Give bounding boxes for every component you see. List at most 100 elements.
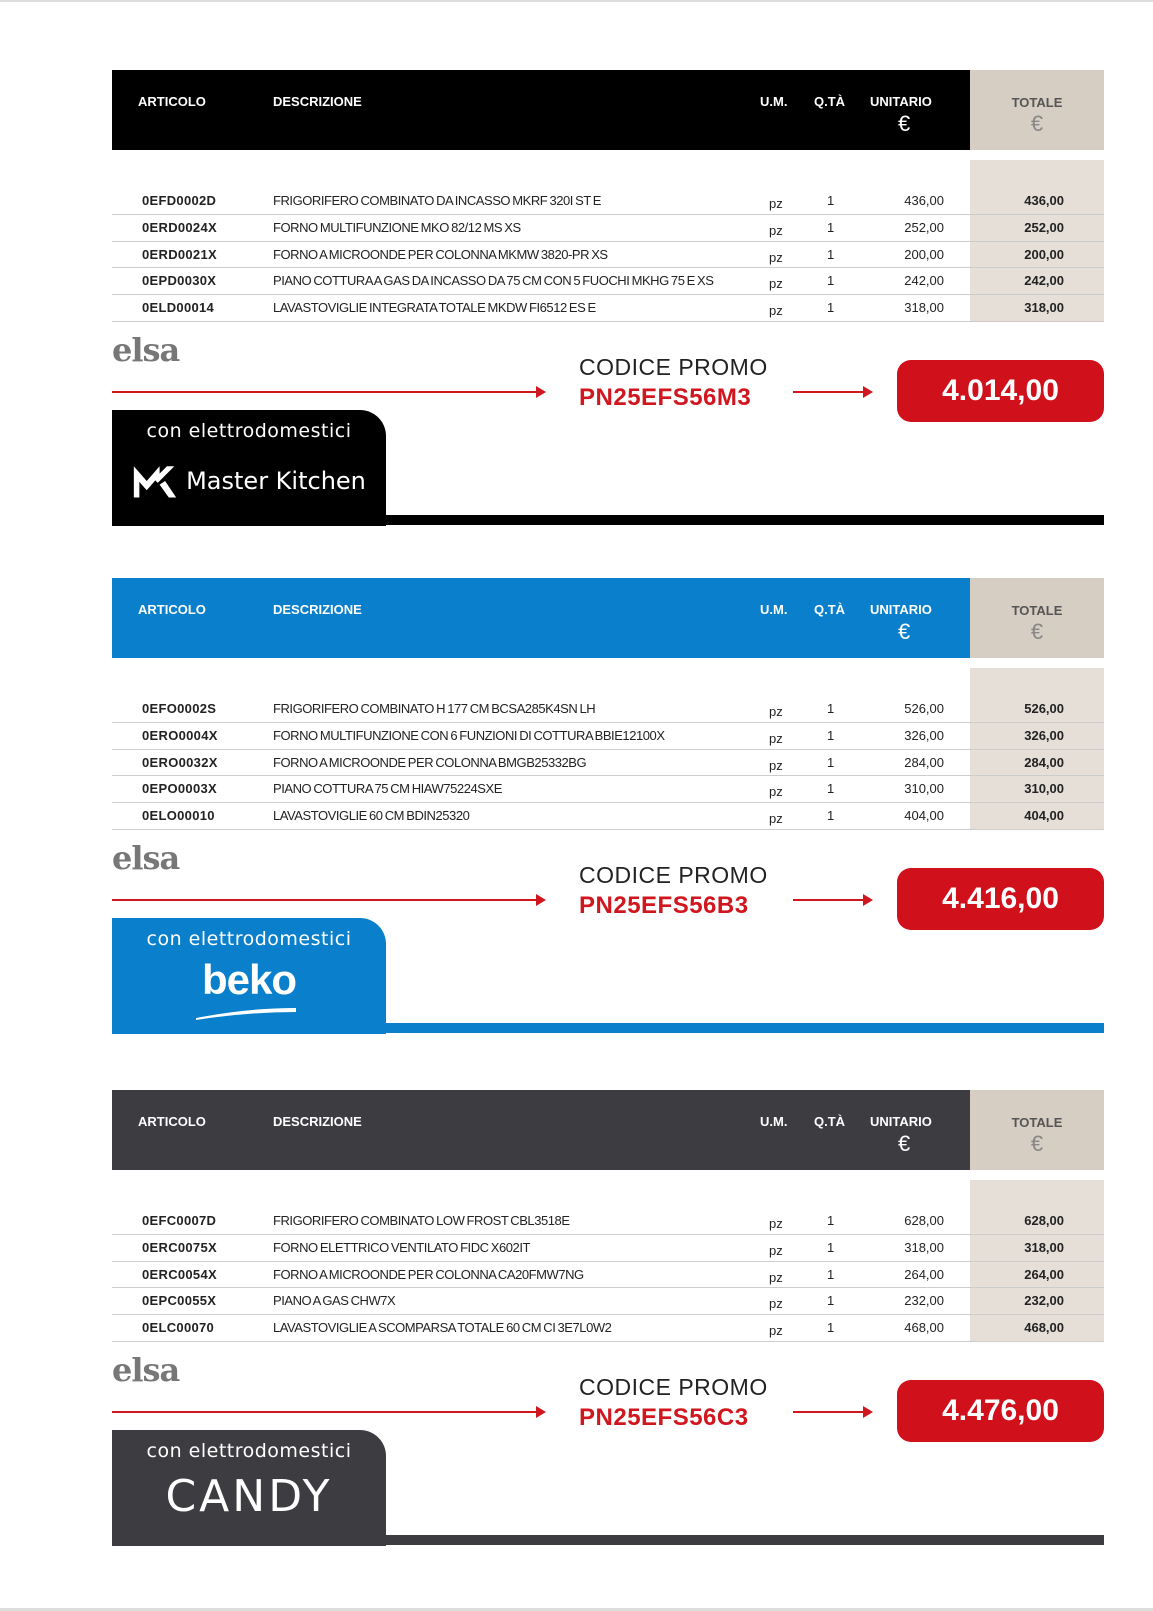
unit-price: 310,00 [904,781,944,797]
description: FORNO A MICROONDE PER COLONNA BMGB25332B… [273,754,587,770]
unit-measure: pz [769,196,783,211]
bottom-border [0,1608,1153,1611]
brand-logo: beko [112,956,386,1020]
row-total: 468,00 [1024,1320,1064,1336]
table-header: ARTICOLO DESCRIZIONE U.M. Q.TÀ UNITARIO … [112,1090,970,1170]
description: PIANO A GAS CHW7X [273,1293,396,1309]
brand-tab: con elettrodomestici beko [112,918,386,1034]
euro-icon: € [898,111,911,136]
unit-price: 468,00 [904,1320,944,1336]
col-qta: Q.TÀ [814,602,846,617]
article-code: 0ERD0021X [142,246,217,262]
unit-price: 628,00 [904,1213,944,1228]
unit-measure: pz [769,1269,783,1285]
row-total: 232,00 [1024,1293,1064,1309]
promo-section: ARTICOLO DESCRIZIONE U.M. Q.TÀ UNITARIO … [112,578,1104,1034]
table-row: 0ELD00014 LAVASTOVIGLIE INTEGRATA TOTALE… [112,295,1104,322]
with-appliances-label: con elettrodomestici [146,928,352,950]
promo-section: ARTICOLO DESCRIZIONE U.M. Q.TÀ UNITARIO … [112,70,1104,526]
description: FRIGORIFERO COMBINATO H 177 CM BCSA285K4… [273,701,596,716]
description: FRIGORIFERO COMBINATO DA INCASSO MKRF 32… [273,193,601,208]
table-body: 0EFD0002D FRIGORIFERO COMBINATO DA INCAS… [112,188,1104,322]
quantity: 1 [827,808,835,824]
promo-total-badge: 4.476,00 [897,1380,1104,1442]
promo-label: CODICE PROMO [579,1374,768,1400]
unit-measure: pz [769,811,783,827]
article-code: 0EFD0002D [142,193,217,208]
unit-price: 264,00 [904,1266,944,1282]
col-descrizione: DESCRIZIONE [273,1114,362,1129]
promo-total-badge: 4.416,00 [897,868,1104,930]
col-qta: Q.TÀ [814,1114,846,1129]
unit-price: 436,00 [904,193,944,208]
unit-price: 404,00 [904,808,944,824]
promo-code: PN25EFS56B3 [579,892,749,919]
quantity: 1 [827,219,835,235]
brand-bar [112,515,1104,525]
table-row: 0ERO0032X FORNO A MICROONDE PER COLONNA … [112,750,1104,777]
euro-icon: € [898,619,911,644]
row-total: 284,00 [1024,754,1064,770]
row-total: 242,00 [1024,273,1064,289]
quantity: 1 [827,727,835,743]
table-body: 0EFO0002S FRIGORIFERO COMBINATO H 177 CM… [112,696,1104,830]
quantity: 1 [827,1293,835,1309]
article-code: 0ERO0032X [142,754,218,770]
article-code: 0EPO0003X [142,781,217,797]
col-unitario: UNITARIO [870,602,932,617]
brand-bar [112,1535,1104,1545]
unit-price: 232,00 [904,1293,944,1309]
col-um: U.M. [760,602,788,617]
promo-section: ARTICOLO DESCRIZIONE U.M. Q.TÀ UNITARIO … [112,1090,1104,1546]
col-descrizione: DESCRIZIONE [273,602,362,617]
promo-label: CODICE PROMO [579,354,768,380]
article-code: 0ERO0004X [142,727,218,743]
unit-measure: pz [769,757,783,773]
arrow-icon [793,894,873,906]
with-appliances-label: con elettrodomestici [146,1440,352,1462]
table-row: 0ELO00010 LAVASTOVIGLIE 60 CM BDIN25320 … [112,803,1104,830]
quantity: 1 [827,1320,835,1336]
unit-measure: pz [769,784,783,800]
unit-measure: pz [769,1216,783,1231]
with-appliances-label: con elettrodomestici [146,420,352,442]
article-code: 0ERD0024X [142,219,217,235]
unit-price: 200,00 [904,246,944,262]
arrow-icon [793,386,873,398]
article-code: 0EPC0055X [142,1293,217,1309]
row-total: 310,00 [1024,781,1064,797]
unit-measure: pz [769,249,783,265]
col-totale-header: TOTALE € [970,1090,1104,1170]
top-border [0,0,1153,2]
description: FRIGORIFERO COMBINATO LOW FROST CBL3518E [273,1213,570,1228]
table-row: 0ERC0054X FORNO A MICROONDE PER COLONNA … [112,1262,1104,1289]
unit-measure: pz [769,1323,783,1339]
table-row: 0EFD0002D FRIGORIFERO COMBINATO DA INCAS… [112,188,1104,215]
quantity: 1 [827,781,835,797]
unit-price: 326,00 [904,727,944,743]
description: LAVASTOVIGLIE 60 CM BDIN25320 [273,808,470,824]
table-row: 0ERC0075X FORNO ELETTRICO VENTILATO FIDC… [112,1235,1104,1262]
description: PIANO COTTURA 75 CM HIAW75224SXE [273,781,502,797]
col-articolo: ARTICOLO [138,1114,206,1129]
description: FORNO ELETTRICO VENTILATO FIDC X602IT [273,1239,530,1255]
description: LAVASTOVIGLIE A SCOMPARSA TOTALE 60 CM C… [273,1320,612,1336]
table-row: 0EPC0055X PIANO A GAS CHW7X pz 1 232,00 … [112,1288,1104,1316]
promo-code: PN25EFS56M3 [579,384,752,411]
description: FORNO A MICROONDE PER COLONNA MKMW 3820-… [273,246,608,262]
row-total: 326,00 [1024,727,1064,743]
table-row: 0ERO0004X FORNO MULTIFUNZIONE CON 6 FUNZ… [112,723,1104,750]
elsa-logo: elsa [112,1351,180,1389]
col-unitario: UNITARIO [870,94,932,109]
description: FORNO A MICROONDE PER COLONNA CA20FMW7NG [273,1266,584,1282]
row-total: 526,00 [1024,701,1064,716]
elsa-logo: elsa [112,331,180,369]
row-total: 404,00 [1024,808,1064,824]
table-body: 0EFC0007D FRIGORIFERO COMBINATO LOW FROS… [112,1208,1104,1342]
unit-price: 242,00 [904,273,944,289]
unit-price: 318,00 [904,300,944,316]
brand-logo: Master Kitchen [112,462,386,500]
promo-code: PN25EFS56C3 [579,1404,749,1431]
mk-logo-icon [133,466,177,498]
unit-measure: pz [769,1296,783,1312]
